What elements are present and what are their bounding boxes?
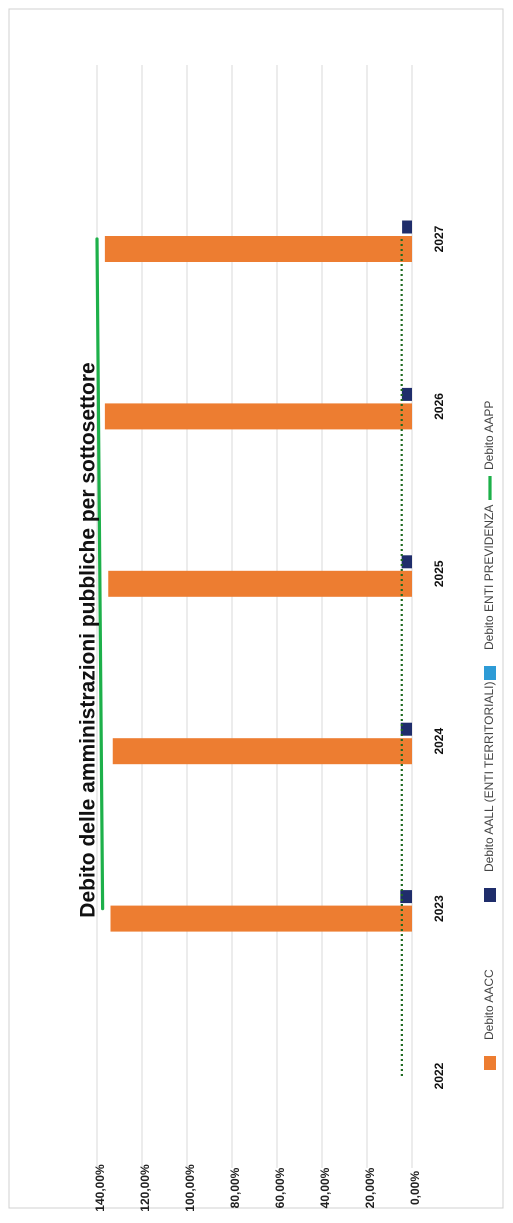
y-tick-label: 80,00% (228, 1167, 242, 1208)
legend-swatch (484, 1056, 496, 1070)
bar (402, 388, 412, 401)
legend-swatch (484, 888, 496, 902)
y-tick-label: 20,00% (363, 1167, 377, 1208)
legend-label: Debito ENTI PREVIDENZA (482, 505, 496, 650)
y-tick-label: 60,00% (273, 1167, 287, 1208)
y-tick-label: 120,00% (138, 1164, 152, 1212)
y-tick-label: 140,00% (93, 1164, 107, 1212)
bar (105, 403, 412, 429)
legend-label: Debito AALL (ENTI TERRITORIALI) (482, 681, 496, 872)
bar (108, 571, 412, 597)
x-tick-label: 2026 (432, 393, 446, 420)
y-tick-label: 100,00% (183, 1164, 197, 1212)
bar (113, 738, 412, 764)
x-tick-label: 2022 (432, 1062, 446, 1089)
y-tick-label: 0,00% (408, 1171, 422, 1205)
x-tick-label: 2027 (432, 225, 446, 252)
legend-swatch (484, 666, 496, 680)
bar (105, 236, 412, 262)
legend-label: Debito AACC (482, 969, 496, 1040)
bar (402, 221, 412, 234)
x-tick-label: 2025 (432, 560, 446, 587)
legend-label: Debito AAPP (482, 401, 496, 470)
chart-title: Debito delle amministrazioni pubbliche p… (77, 362, 100, 917)
y-tick-label: 40,00% (318, 1167, 332, 1208)
bar (402, 555, 412, 568)
x-tick-label: 2023 (432, 895, 446, 922)
bar (400, 890, 412, 903)
bar (111, 906, 413, 932)
x-tick-label: 2024 (432, 728, 446, 755)
